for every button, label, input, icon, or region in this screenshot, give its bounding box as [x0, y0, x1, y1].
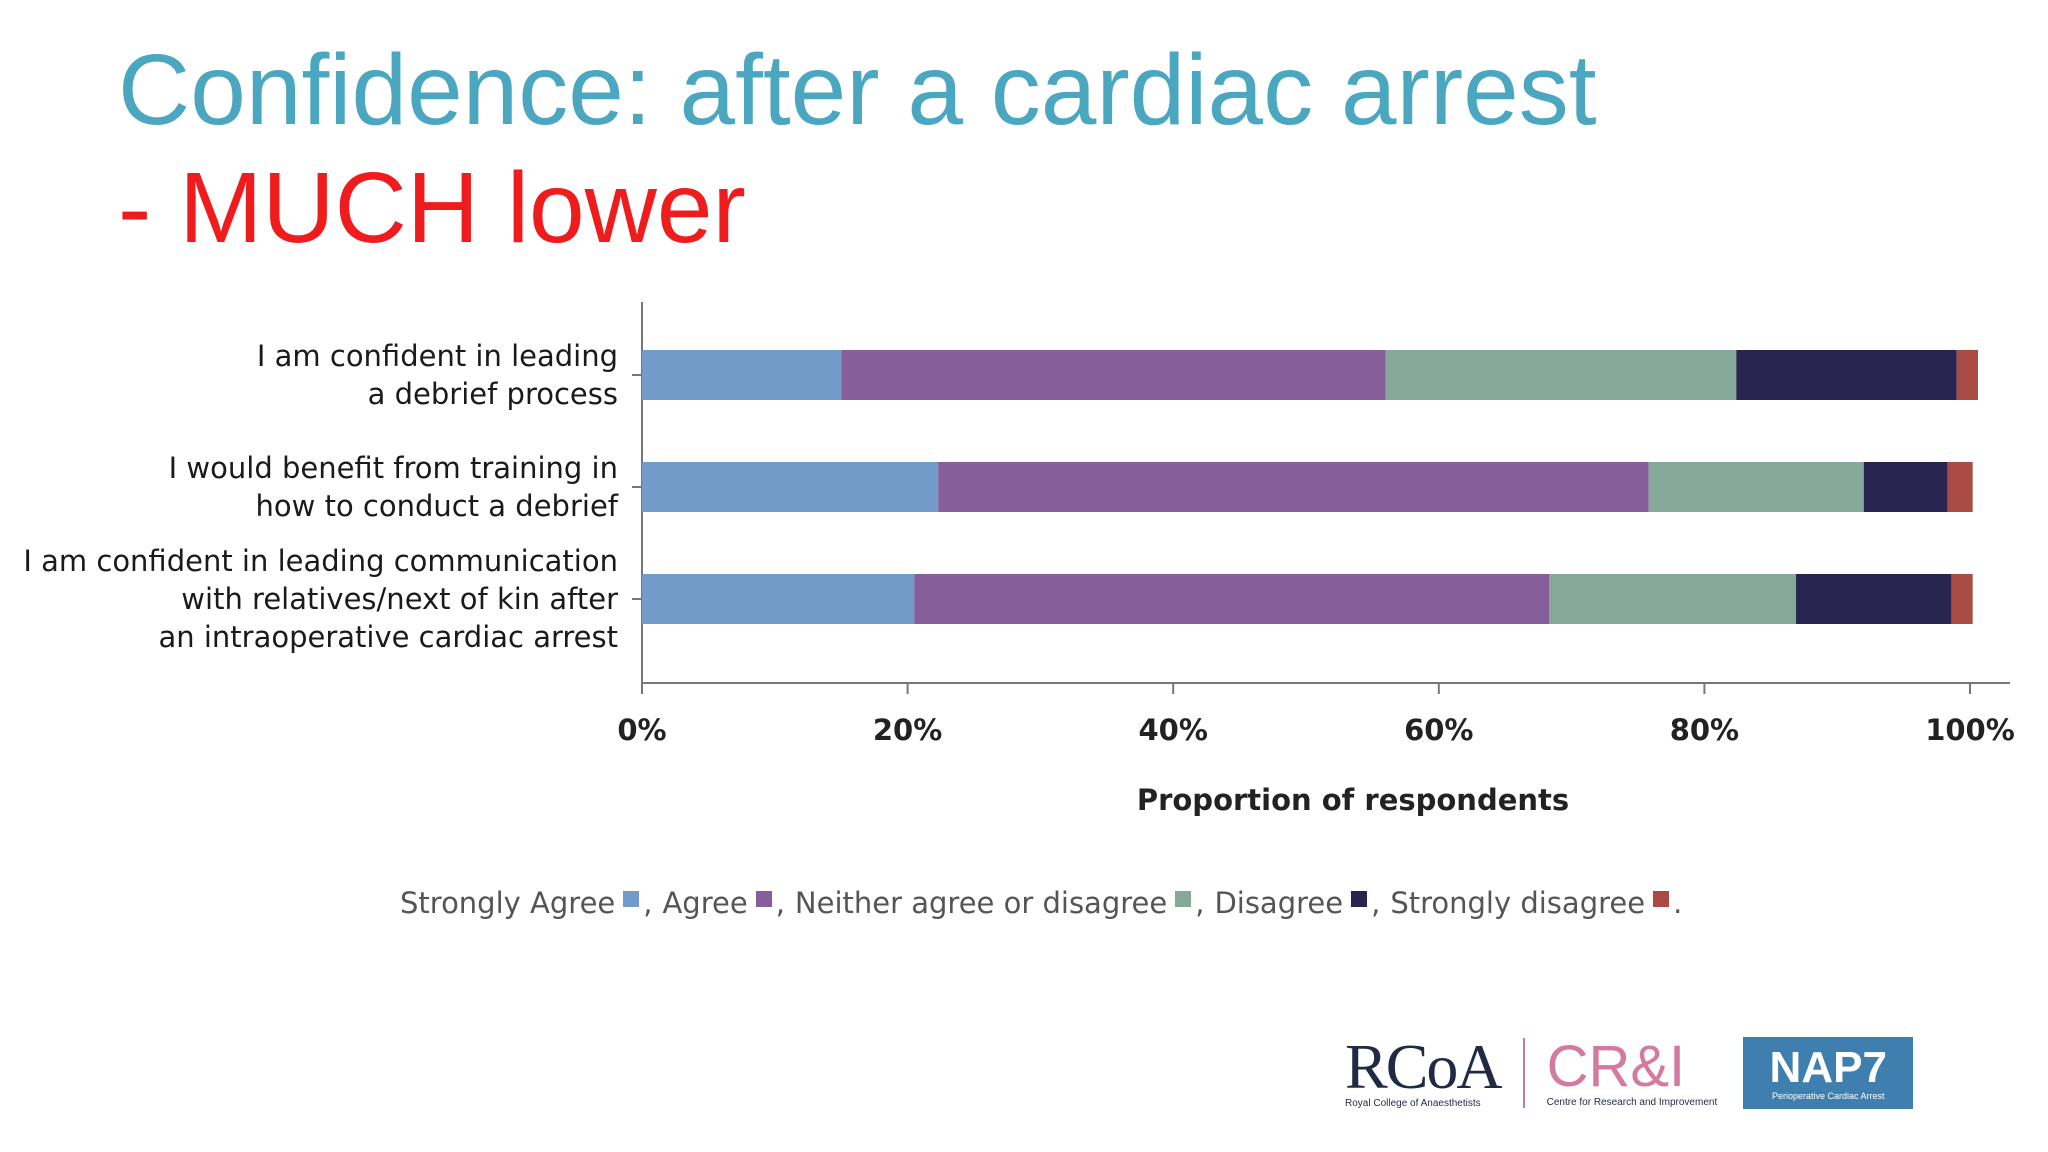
- category-label: I am confident in leading a debrief proc…: [256, 339, 618, 411]
- legend-separator: ,: [1371, 886, 1381, 920]
- rcoa-logo-caption: Royal College of Anaesthetists: [1345, 1098, 1481, 1109]
- cri-logo-text: CR&I: [1546, 1034, 1686, 1099]
- nap7-logo-text: NAP7: [1769, 1042, 1887, 1092]
- legend-swatch: [755, 891, 772, 907]
- bar-segment: [938, 462, 1649, 512]
- legend-swatch: [623, 891, 640, 907]
- bar-segment: [1736, 350, 1957, 400]
- bar-segment: [642, 574, 915, 624]
- bar-segment: [914, 574, 1550, 624]
- rcoa-logo: RCoA Royal College of Anaesthetists: [1345, 1031, 1503, 1110]
- x-axis-label: Proportion of respondents: [1137, 783, 1569, 817]
- legend-separator: ,: [643, 886, 653, 920]
- bar-segment: [642, 350, 842, 400]
- bar-segment: [1863, 462, 1948, 512]
- footer-logos: RCoA Royal College of Anaesthetists CR&I…: [1345, 1030, 1914, 1115]
- bar-segment: [1648, 462, 1864, 512]
- legend-end: .: [1673, 886, 1683, 920]
- legend-separator: ,: [775, 886, 785, 920]
- bar-segment: [1385, 350, 1737, 400]
- legend-label: Agree: [662, 886, 748, 920]
- legend-swatch: [1653, 891, 1670, 907]
- legend-separator: ,: [1195, 886, 1205, 920]
- logo-divider: [1522, 1037, 1525, 1108]
- cri-logo: CR&I Centre for Research and Improvement: [1546, 1034, 1718, 1109]
- x-tick-label: 80%: [1670, 713, 1739, 747]
- cri-logo-caption: Centre for Research and Improvement: [1546, 1097, 1718, 1108]
- legend-swatch: [1175, 891, 1192, 907]
- stacked-bar-chart: 0% 20% 40% 60% 80% 100% Proportion of respond…: [617, 302, 2015, 817]
- x-tick-label: 40%: [1138, 713, 1207, 747]
- slide-title: Confidence: after a cardiac arrest: [118, 34, 1597, 146]
- bar-segment: [1549, 574, 1797, 624]
- bar-segment: [1947, 462, 1973, 512]
- legend-label: Strongly Agree: [400, 886, 616, 920]
- x-tick-label: 0%: [617, 713, 666, 747]
- bar-segment: [1796, 574, 1952, 624]
- legend-swatch: [1351, 891, 1368, 907]
- category-label: I am confident in leading communication …: [23, 544, 618, 654]
- rcoa-logo-text: RCoA: [1345, 1031, 1503, 1102]
- x-tick-label: 60%: [1404, 713, 1473, 747]
- bar-segment: [841, 350, 1386, 400]
- bar-segment: [1951, 574, 1973, 624]
- chart-legend: Strongly Agree, Agree, Neither agree or di…: [400, 878, 1682, 928]
- slide-subtitle: - MUCH lower: [118, 152, 746, 264]
- x-tick-label: 100%: [1925, 713, 2015, 747]
- category-label: I would benefit from training in how to …: [168, 451, 618, 523]
- legend-label: Neither agree or disagree: [794, 886, 1168, 920]
- nap7-logo-caption: Perioperative Cardiac Arrest: [1771, 1090, 1885, 1101]
- legend-label: Disagree: [1214, 886, 1344, 920]
- bar-segment: [642, 462, 939, 512]
- legend-label: Strongly disagree: [1390, 886, 1646, 920]
- x-tick-label: 20%: [873, 713, 942, 747]
- nap7-logo: NAP7 Perioperative Cardiac Arrest: [1743, 1036, 1914, 1109]
- bar-segment: [1956, 350, 1978, 400]
